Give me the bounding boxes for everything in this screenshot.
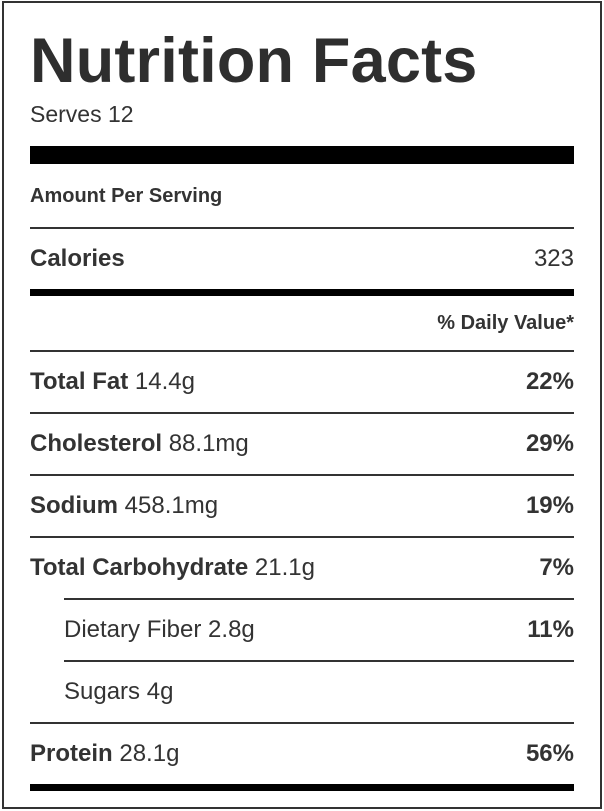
nutrient-amount: 4g bbox=[146, 678, 174, 705]
nutrient-name: Total Fat bbox=[30, 368, 129, 395]
divider bbox=[64, 598, 574, 600]
nutrient-daily-value: 7% bbox=[539, 554, 574, 581]
nutrient-amount: 88.1mg bbox=[168, 430, 249, 457]
nutrient-row-cholesterol: Cholesterol 88.1mg 29% bbox=[30, 414, 574, 474]
nutrient-daily-value: 19% bbox=[525, 492, 574, 519]
divider bbox=[30, 350, 574, 352]
nutrient-amount: 28.1g bbox=[119, 740, 180, 767]
medium-divider bbox=[30, 289, 574, 296]
nutrient-daily-value: 56% bbox=[525, 740, 574, 767]
nutrient-row-dietary-fiber: Dietary Fiber 2.8g 11% bbox=[64, 600, 574, 660]
nutrient-name: Sodium bbox=[30, 492, 118, 519]
thick-divider bbox=[30, 146, 574, 164]
nutrient-daily-value: 29% bbox=[525, 430, 574, 457]
calories-row: Calories 323 bbox=[30, 229, 574, 289]
nutrient-amount: 2.8g bbox=[208, 616, 255, 643]
nutrient-name: Sugars bbox=[64, 678, 141, 705]
nutrient-daily-value: 22% bbox=[525, 368, 574, 395]
nutrient-row-sodium: Sodium 458.1mg 19% bbox=[30, 476, 574, 536]
nutrient-amount: 21.1g bbox=[254, 554, 315, 581]
nutrient-row-protein: Protein 28.1g 56% bbox=[30, 724, 574, 784]
nutrient-row-total-carbohydrate: Total Carbohydrate 21.1g 7% bbox=[30, 538, 574, 598]
divider bbox=[30, 474, 574, 476]
label-title: Nutrition Facts bbox=[30, 26, 478, 96]
nutrient-name: Cholesterol bbox=[30, 430, 163, 457]
divider bbox=[64, 660, 574, 662]
nutrient-name: Total Carbohydrate bbox=[30, 554, 249, 581]
bottom-divider bbox=[30, 784, 574, 791]
nutrient-name: Dietary Fiber bbox=[64, 616, 202, 643]
divider bbox=[30, 722, 574, 724]
divider bbox=[30, 536, 574, 538]
divider bbox=[30, 227, 574, 229]
nutrient-name: Protein bbox=[30, 740, 113, 767]
nutrient-amount: 14.4g bbox=[134, 368, 195, 395]
nutrient-daily-value: 11% bbox=[527, 616, 574, 643]
nutrient-row-total-fat: Total Fat 14.4g 22% bbox=[30, 352, 574, 412]
nutrient-amount: 458.1mg bbox=[124, 492, 219, 519]
divider bbox=[30, 412, 574, 414]
calories-label: Calories bbox=[30, 245, 125, 272]
nutrient-row-sugars: Sugars 4g bbox=[64, 662, 574, 722]
calories-value: 323 bbox=[533, 245, 574, 272]
amount-per-serving-heading: Amount Per Serving bbox=[30, 185, 223, 207]
servings-text: Serves 12 bbox=[30, 101, 134, 127]
daily-value-header: % Daily Value* bbox=[437, 311, 574, 334]
